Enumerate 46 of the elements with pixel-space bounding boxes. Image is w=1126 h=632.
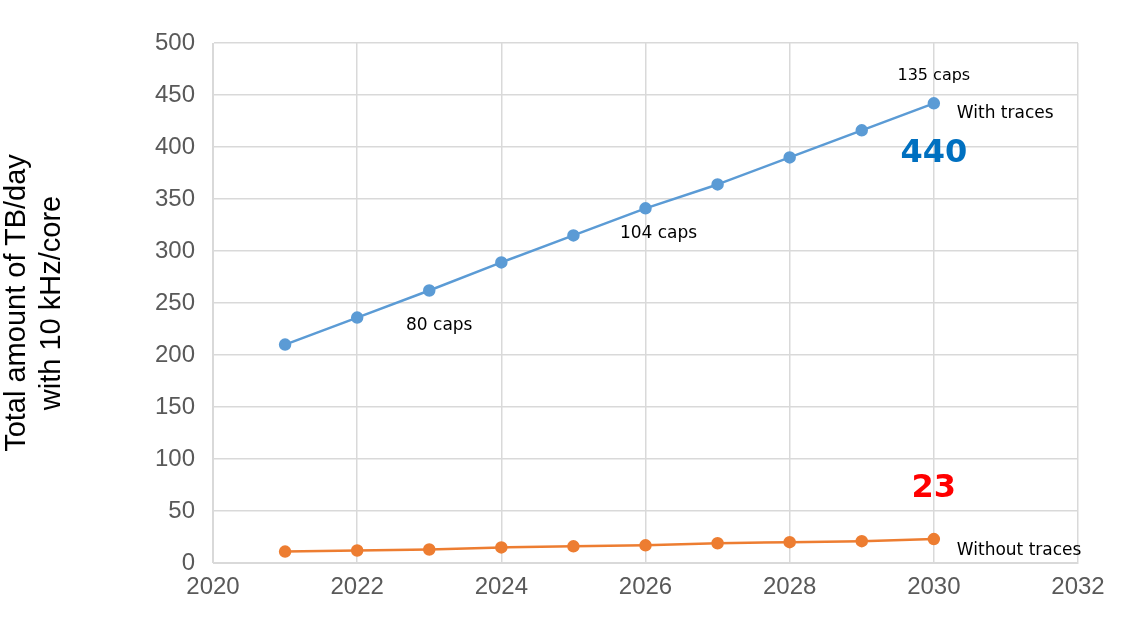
y-tick-label: 150 <box>154 391 195 419</box>
point <box>783 535 796 549</box>
y-axis-title: Total amount of TB/day with 10 kHz/core <box>0 153 67 452</box>
annotation: 23 <box>911 467 957 506</box>
x-tick-label: 2022 <box>330 572 384 600</box>
point <box>855 534 868 548</box>
point <box>278 545 292 558</box>
x-tick-label: 2024 <box>474 572 529 600</box>
point <box>783 151 796 164</box>
y-tick-label: 200 <box>154 339 195 367</box>
point <box>927 97 941 110</box>
point <box>423 543 436 556</box>
point <box>567 229 580 242</box>
y-tick-label: 350 <box>154 183 195 211</box>
point <box>278 338 292 351</box>
point <box>711 178 724 191</box>
y-tick-label: 500 <box>154 27 195 55</box>
y-tick-label: 450 <box>154 79 195 107</box>
y-tick-label: 400 <box>154 131 195 159</box>
point <box>350 544 364 557</box>
x-tick-label: 2032 <box>1051 572 1105 600</box>
point <box>927 532 941 546</box>
annotation: 104 caps <box>619 221 698 242</box>
series-label: With traces <box>956 101 1054 122</box>
annotation: 440 <box>900 131 968 170</box>
annotation: 80 caps <box>406 313 473 334</box>
x-tick-label: 2020 <box>186 572 240 600</box>
y-tick-label: 50 <box>168 495 195 523</box>
point <box>567 540 580 553</box>
point <box>639 539 652 552</box>
point <box>855 124 868 137</box>
point <box>711 536 724 550</box>
y-tick-label: 250 <box>154 287 195 315</box>
point <box>350 311 364 324</box>
x-tick-label: 2028 <box>762 572 817 600</box>
y-tick-label: 300 <box>154 235 195 263</box>
x-tick-label: 2030 <box>907 572 961 600</box>
point <box>495 256 508 269</box>
annotation: 135 caps <box>897 65 971 85</box>
point <box>639 202 652 215</box>
y-tick-label: 0 <box>181 547 195 575</box>
point <box>423 284 436 297</box>
x-tick-label: 2026 <box>618 572 673 600</box>
series-label: Without traces <box>956 538 1082 559</box>
point <box>495 541 508 554</box>
y-tick-label: 100 <box>154 443 195 471</box>
